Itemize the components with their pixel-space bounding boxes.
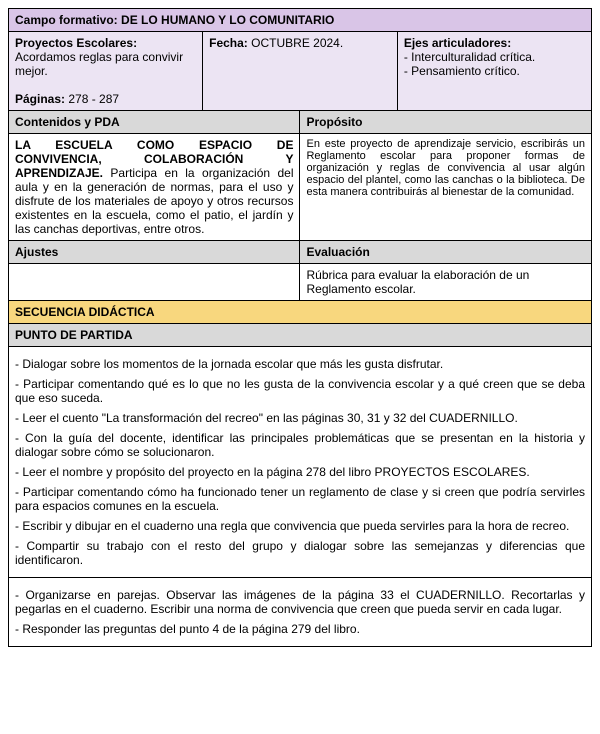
paginas-value: 278 - 287	[68, 92, 119, 106]
list-item: - Leer el cuento "La transformación del …	[15, 411, 585, 425]
secuencia-header: SECUENCIA DIDÁCTICA	[9, 301, 592, 324]
ejes-label: Ejes articuladores:	[404, 36, 511, 50]
campo-value: DE LO HUMANO Y LO COMUNITARIO	[121, 13, 334, 27]
evaluacion-header: Evaluación	[300, 241, 592, 264]
items-block-b: - Organizarse en parejas. Observar las i…	[9, 578, 592, 647]
paginas-label: Páginas:	[15, 92, 65, 106]
list-item: - Participar comentando qué es lo que no…	[15, 377, 585, 405]
list-item: - Escribir y dibujar en el cuaderno una …	[15, 519, 585, 533]
ejes-2: - Pensamiento crítico.	[404, 64, 520, 78]
contenidos-header: Contenidos y PDA	[9, 111, 300, 134]
ejes-cell: Ejes articuladores: - Interculturalidad …	[397, 32, 591, 111]
campo-formativo-header: Campo formativo: DE LO HUMANO Y LO COMUN…	[9, 9, 592, 32]
campo-label: Campo formativo:	[15, 13, 118, 27]
fecha-cell: Fecha: OCTUBRE 2024.	[203, 32, 398, 111]
evaluacion-body: Rúbrica para evaluar la elaboración de u…	[300, 264, 592, 301]
ajustes-body	[9, 264, 300, 301]
planning-table: Campo formativo: DE LO HUMANO Y LO COMUN…	[8, 8, 592, 647]
ajustes-header: Ajustes	[9, 241, 300, 264]
proposito-header: Propósito	[300, 111, 592, 134]
punto-header: PUNTO DE PARTIDA	[9, 324, 592, 347]
items-block-a: - Dialogar sobre los momentos de la jorn…	[9, 347, 592, 578]
ejes-1: - Interculturalidad crítica.	[404, 50, 535, 64]
fecha-value: OCTUBRE 2024.	[251, 36, 343, 50]
list-item: - Con la guía del docente, identificar l…	[15, 431, 585, 459]
list-item: - Participar comentando cómo ha funciona…	[15, 485, 585, 513]
list-item: - Leer el nombre y propósito del proyect…	[15, 465, 585, 479]
proyectos-cell: Proyectos Escolares: Acordamos reglas pa…	[9, 32, 203, 111]
list-item: - Dialogar sobre los momentos de la jorn…	[15, 357, 585, 371]
list-item: - Organizarse en parejas. Observar las i…	[15, 588, 585, 616]
list-item: - Responder las preguntas del punto 4 de…	[15, 622, 585, 636]
contenidos-body-cell: LA ESCUELA COMO ESPACIO DE CONVIVENCIA, …	[9, 134, 300, 241]
list-item: - Compartir su trabajo con el resto del …	[15, 539, 585, 567]
proyectos-value: Acordamos reglas para convivir mejor.	[15, 50, 183, 78]
proposito-body: En este proyecto de aprendizaje servicio…	[300, 134, 592, 241]
proyectos-label: Proyectos Escolares:	[15, 36, 137, 50]
fecha-label: Fecha:	[209, 36, 248, 50]
